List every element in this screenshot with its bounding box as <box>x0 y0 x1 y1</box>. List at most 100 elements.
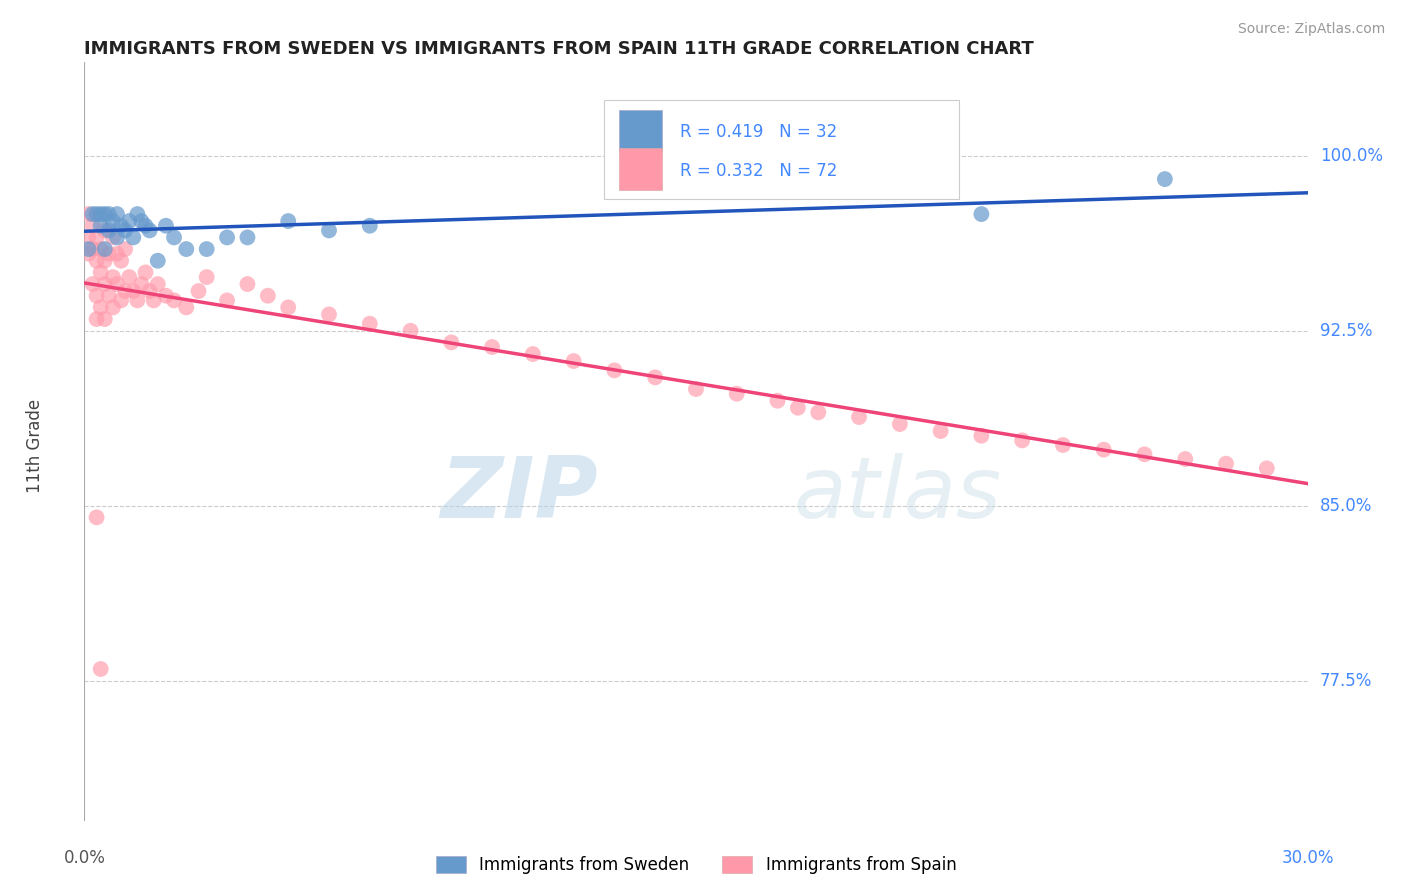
Point <box>93 207 115 221</box>
Point <box>138 284 160 298</box>
Point <box>146 277 169 291</box>
Point <box>1154 172 1177 186</box>
Point <box>105 246 128 260</box>
Text: 11th Grade: 11th Grade <box>27 399 44 493</box>
Point <box>603 363 626 377</box>
Legend: Immigrants from Sweden, Immigrants from Spain: Immigrants from Sweden, Immigrants from … <box>429 849 963 880</box>
Point <box>644 370 666 384</box>
Point <box>174 301 197 315</box>
Point <box>77 242 100 256</box>
Point <box>1092 442 1115 457</box>
FancyBboxPatch shape <box>619 111 662 152</box>
Point <box>481 340 503 354</box>
Point <box>86 207 108 221</box>
Point <box>114 223 136 237</box>
Point <box>97 207 120 221</box>
Point <box>163 230 186 244</box>
Point <box>1256 461 1278 475</box>
Text: atlas: atlas <box>794 453 1002 536</box>
Text: Source: ZipAtlas.com: Source: ZipAtlas.com <box>1237 22 1385 37</box>
Point <box>93 223 115 237</box>
Point <box>118 270 141 285</box>
Point <box>807 405 830 419</box>
Point <box>90 265 112 279</box>
Point <box>970 428 993 442</box>
Point <box>522 347 544 361</box>
Point <box>195 242 218 256</box>
Point <box>101 270 124 285</box>
Point <box>848 410 870 425</box>
Point <box>440 335 463 350</box>
Point <box>97 289 120 303</box>
Text: 77.5%: 77.5% <box>1320 672 1372 690</box>
Point <box>118 214 141 228</box>
Point <box>90 242 112 256</box>
Point <box>787 401 810 415</box>
Point <box>1133 447 1156 461</box>
Text: 0.0%: 0.0% <box>63 848 105 867</box>
Point <box>127 293 149 308</box>
FancyBboxPatch shape <box>619 148 662 190</box>
Point <box>135 219 157 233</box>
Point <box>1174 452 1197 467</box>
Point <box>86 253 108 268</box>
Point <box>86 510 108 524</box>
Point <box>135 265 157 279</box>
Point <box>236 230 259 244</box>
Point <box>77 230 100 244</box>
Point <box>562 354 585 368</box>
Point <box>155 289 177 303</box>
Point <box>77 207 100 221</box>
Point <box>101 230 124 244</box>
FancyBboxPatch shape <box>605 101 959 199</box>
Point <box>163 293 186 308</box>
Point <box>155 219 177 233</box>
Point <box>90 301 112 315</box>
Point <box>93 277 115 291</box>
Point <box>127 207 149 221</box>
Point <box>1215 457 1237 471</box>
Point <box>97 223 120 237</box>
Point <box>90 219 112 233</box>
Point <box>110 253 132 268</box>
Text: IMMIGRANTS FROM SWEDEN VS IMMIGRANTS FROM SPAIN 11TH GRADE CORRELATION CHART: IMMIGRANTS FROM SWEDEN VS IMMIGRANTS FRO… <box>84 40 1033 58</box>
Point <box>82 219 104 233</box>
Point <box>97 246 120 260</box>
Point <box>90 207 112 221</box>
Point <box>725 386 748 401</box>
Point <box>101 214 124 228</box>
Text: ZIP: ZIP <box>440 453 598 536</box>
Point <box>929 424 952 438</box>
Point <box>114 284 136 298</box>
Point <box>217 230 239 244</box>
Text: R = 0.332   N = 72: R = 0.332 N = 72 <box>681 161 838 180</box>
Point <box>217 293 239 308</box>
Point <box>195 270 218 285</box>
Point <box>82 242 104 256</box>
Point <box>399 324 422 338</box>
Point <box>146 253 169 268</box>
Point <box>318 223 340 237</box>
Point <box>142 293 165 308</box>
Point <box>93 242 115 256</box>
Point <box>359 317 381 331</box>
Point <box>114 242 136 256</box>
Point <box>86 230 108 244</box>
Text: 100.0%: 100.0% <box>1320 147 1384 165</box>
Point <box>82 207 104 221</box>
Point <box>970 207 993 221</box>
Point <box>131 277 153 291</box>
Point <box>236 277 259 291</box>
Point <box>174 242 197 256</box>
Text: 30.0%: 30.0% <box>1281 848 1334 867</box>
Text: 92.5%: 92.5% <box>1320 322 1372 340</box>
Point <box>277 214 299 228</box>
Point <box>187 284 209 298</box>
Point <box>82 277 104 291</box>
Text: R = 0.419   N = 32: R = 0.419 N = 32 <box>681 123 838 141</box>
Point <box>122 230 145 244</box>
Point <box>1052 438 1074 452</box>
Point <box>110 219 132 233</box>
Point <box>105 277 128 291</box>
Point <box>77 246 100 260</box>
